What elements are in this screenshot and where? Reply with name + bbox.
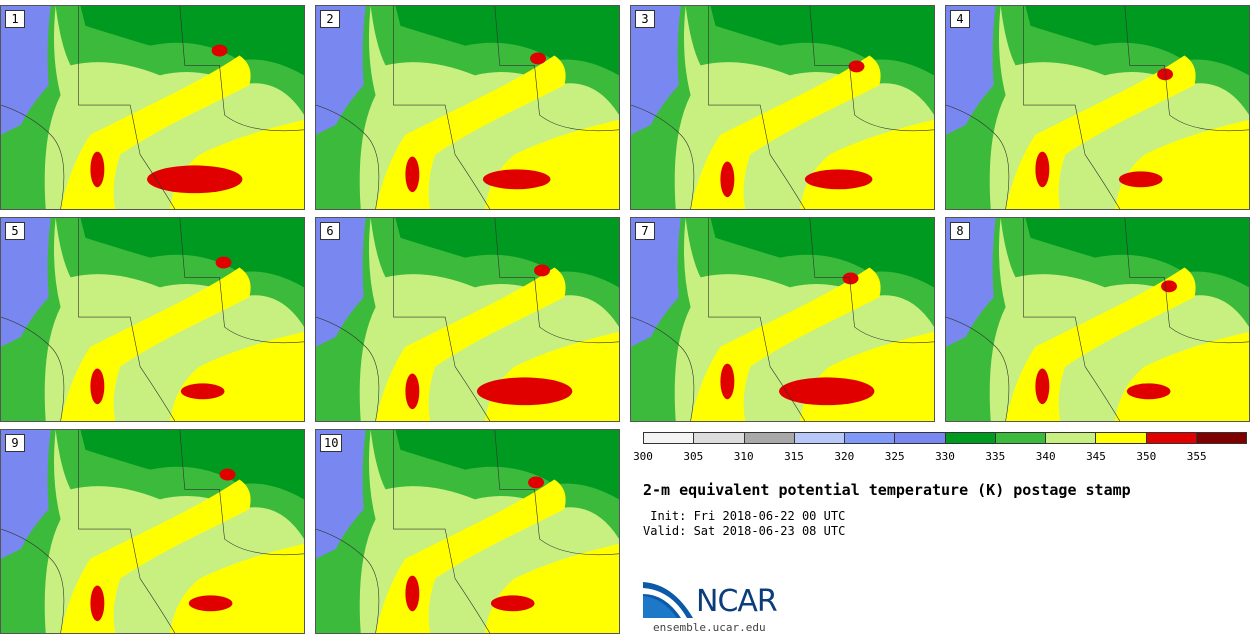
stamp-label: 7 (635, 222, 655, 240)
colorbar-segment (694, 433, 745, 443)
stamp-map (1, 218, 304, 421)
colorbar-tick-label: 300 (633, 450, 653, 463)
colorbar-segment (895, 433, 946, 443)
stamp-label: 2 (320, 10, 340, 28)
figure-title: 2-m equivalent potential temperature (K)… (643, 481, 1131, 499)
postage-stamp-6: 6 (315, 217, 620, 422)
postage-stamp-4: 4 (945, 5, 1250, 210)
stamp-label: 9 (5, 434, 25, 452)
ncar-logo-text: NCAR (696, 584, 778, 619)
colorbar-segment (1096, 433, 1147, 443)
colorbar-tick-label: 310 (733, 450, 754, 463)
ncar-logo-icon (643, 582, 693, 618)
postage-stamp-2: 2 (315, 5, 620, 210)
stamp-map (316, 218, 619, 421)
colorbar-tick-label: 345 (1086, 450, 1106, 463)
colorbar-ticks: 300 305 310 315 320 325 330 335 340 345 350 355 (633, 450, 1247, 464)
stamp-label: 4 (950, 10, 970, 28)
colorbar-segment (1146, 433, 1197, 443)
stamp-map (631, 6, 934, 209)
colorbar-tick-label: 315 (784, 450, 804, 463)
colorbar-segment (1046, 433, 1097, 443)
colorbar-tick-label: 340 (1035, 450, 1056, 463)
colorbar-tick-label: 335 (985, 450, 1006, 463)
stamp-label: 1 (5, 10, 25, 28)
postage-stamp-10: 10 (315, 429, 620, 634)
init-time: Init: Fri 2018-06-22 00 UTC (643, 509, 846, 523)
colorbar-tick-label: 320 (834, 450, 855, 463)
postage-stamp-7: 7 (630, 217, 935, 422)
colorbar-segment (995, 433, 1046, 443)
site-url: ensemble.ucar.edu (653, 621, 766, 634)
postage-stamp-3: 3 (630, 5, 935, 210)
stamp-map (1, 430, 304, 633)
colorbar-segment (1196, 433, 1246, 443)
colorbar-segment (794, 433, 845, 443)
colorbar-segment (644, 433, 695, 443)
stamp-map (316, 6, 619, 209)
postage-stamp-8: 8 (945, 217, 1250, 422)
postage-stamp-9: 9 (0, 429, 305, 634)
stamp-label: 5 (5, 222, 25, 240)
stamp-label: 8 (950, 222, 970, 240)
postage-stamp-1: 1 (0, 5, 305, 210)
postage-stamp-5: 5 (0, 217, 305, 422)
colorbar-tick-label: 355 (1186, 450, 1207, 463)
colorbar-tick-label: 305 (683, 450, 704, 463)
stamp-label: 3 (635, 10, 655, 28)
stamp-map (946, 218, 1249, 421)
valid-time: Valid: Sat 2018-06-23 08 UTC (643, 524, 846, 538)
stamp-map (631, 218, 934, 421)
colorbar-segment (945, 433, 996, 443)
stamp-map (316, 430, 619, 633)
colorbar-tick-label: 350 (1136, 450, 1157, 463)
stamp-map (946, 6, 1249, 209)
stamp-label: 6 (320, 222, 340, 240)
stamp-map (1, 6, 304, 209)
colorbar-segment (845, 433, 896, 443)
colorbar-tick-label: 330 (935, 450, 955, 463)
colorbar-segment (744, 433, 795, 443)
colorbar-tick-label: 325 (884, 450, 905, 463)
stamp-label: 10 (320, 434, 343, 452)
colorbar (643, 432, 1247, 444)
